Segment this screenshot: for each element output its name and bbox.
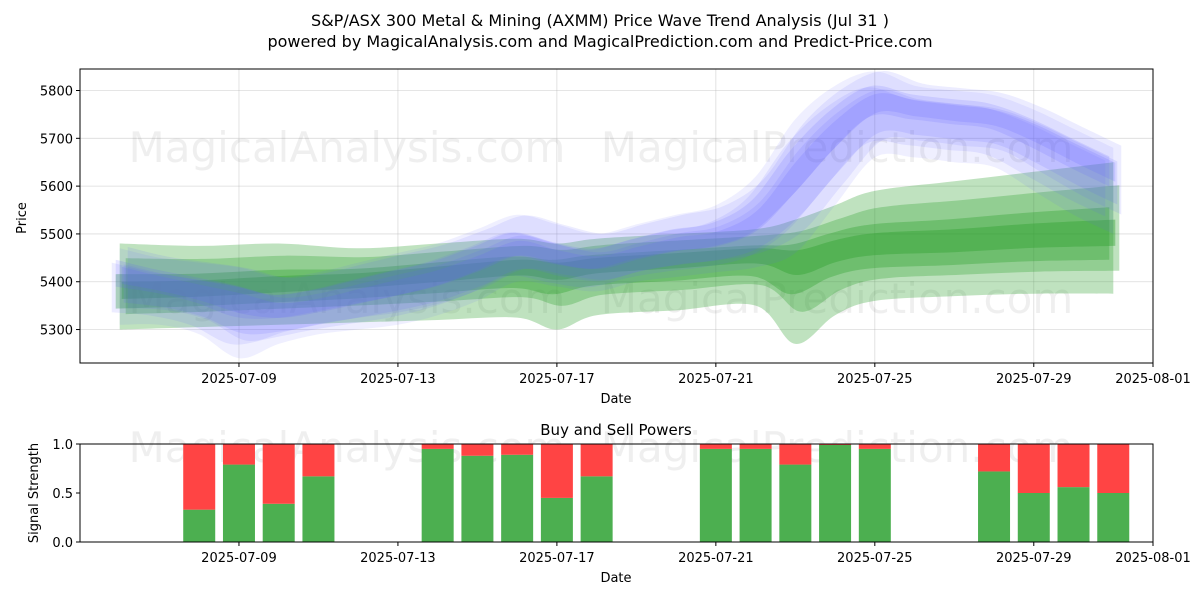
sell-power-bar — [262, 444, 295, 504]
sell-power-bar — [421, 444, 454, 449]
watermark-prediction-bottom: MagicalPrediction.com — [601, 274, 1074, 323]
price-y-tick-label: 5500 — [40, 228, 73, 243]
buy-power-bar — [222, 464, 255, 542]
signal-x-axis-label: Date — [600, 571, 631, 586]
green-trend-band — [121, 219, 1116, 299]
price-x-tick-label: 2025-07-17 — [519, 372, 595, 387]
signal-x-tick-label: 2025-07-29 — [996, 551, 1072, 566]
price-x-tick-label: 2025-07-13 — [360, 372, 436, 387]
signal-x-tick-label: 2025-07-17 — [519, 551, 595, 566]
green-trend-band — [115, 207, 1110, 309]
buy-power-bar — [183, 509, 216, 542]
signal-chart-title: Buy and Sell Powers — [540, 421, 692, 439]
price-plot-area — [80, 69, 1153, 363]
buy-power-bar — [421, 448, 454, 542]
signal-x-tick-label: 2025-07-09 — [201, 551, 277, 566]
buy-power-bar — [540, 497, 573, 542]
watermark-analysis-top: MagicalAnalysis.com — [129, 123, 566, 172]
price-chart: MagicalAnalysis.com MagicalPrediction.co… — [15, 68, 1191, 407]
sell-power-bar — [1017, 444, 1050, 493]
sell-power-bar — [540, 444, 573, 498]
signal-x-tick-label: 2025-08-01 — [1115, 551, 1191, 566]
green-trend-band — [119, 162, 1114, 344]
sell-power-bar — [1097, 444, 1130, 493]
price-x-axis-label: Date — [600, 392, 631, 407]
signal-x-tick-label: 2025-07-13 — [360, 551, 436, 566]
buy-power-bar — [699, 448, 732, 542]
blue-wave-band — [115, 85, 1110, 319]
figure-title: S&P/ASX 300 Metal & Mining (AXMM) Price … — [311, 11, 889, 30]
price-grid — [80, 69, 1154, 363]
sell-power-bar — [699, 444, 732, 449]
buy-power-bar — [1097, 493, 1130, 542]
price-y-tick-label: 5600 — [40, 180, 73, 195]
buy-power-bar — [739, 448, 772, 542]
buy-power-bar — [858, 448, 891, 542]
price-plot-frame — [79, 68, 1154, 364]
price-y-tick-label: 5800 — [40, 85, 73, 100]
figure-subtitle: powered by MagicalAnalysis.com and Magic… — [267, 32, 932, 51]
sell-power-bar — [858, 444, 891, 449]
watermark-prediction-top: MagicalPrediction.com — [601, 123, 1074, 172]
price-x-tick-label: 2025-07-25 — [837, 372, 913, 387]
buy-power-bar — [461, 455, 494, 542]
sell-power-bar — [739, 444, 772, 449]
price-x-ticks: 2025-07-09 2025-07-13 2025-07-17 2025-07-21… — [201, 363, 1191, 387]
price-y-tick-label: 5300 — [40, 324, 73, 339]
signal-y-tick-label: 0.0 — [52, 536, 73, 551]
blue-wave-band — [127, 71, 1122, 342]
signal-x-tick-label: 2025-07-21 — [678, 551, 754, 566]
sell-power-bar — [978, 444, 1011, 472]
blue-wave-band — [119, 71, 1114, 359]
price-y-tick-label: 5700 — [40, 132, 73, 147]
price-y-tick-label: 5400 — [40, 276, 73, 291]
signal-x-ticks: 2025-07-09 2025-07-13 2025-07-17 2025-07-21… — [201, 542, 1191, 566]
buy-power-bar — [302, 476, 335, 542]
signal-y-ticks: 0.0 0.5 1.0 — [52, 438, 80, 551]
buy-power-bar — [819, 444, 852, 542]
price-x-tick-label: 2025-07-29 — [996, 372, 1072, 387]
signal-plot-area — [80, 444, 1153, 542]
signal-y-tick-label: 0.5 — [52, 487, 73, 502]
price-x-tick-label: 2025-07-09 — [201, 372, 277, 387]
price-y-axis-label: Price — [15, 202, 30, 234]
buy-power-bar — [978, 471, 1011, 542]
price-bands — [111, 71, 1122, 359]
buy-power-bar — [1057, 487, 1090, 542]
buy-power-bar — [501, 454, 534, 542]
price-y-ticks: 5300 5400 5500 5600 5700 5800 — [40, 85, 80, 339]
sell-power-bar — [461, 444, 494, 456]
sell-power-bar — [1057, 444, 1090, 488]
buy-power-bar — [779, 464, 812, 542]
sell-power-bar — [501, 444, 534, 455]
sell-power-bar — [183, 444, 216, 510]
price-watermarks: MagicalAnalysis.com MagicalPrediction.co… — [129, 123, 1074, 323]
signal-x-tick-label: 2025-07-25 — [837, 551, 913, 566]
signal-chart: Buy and Sell Powers MagicalAnalysis.com … — [27, 421, 1191, 586]
buy-power-bar — [1017, 493, 1050, 542]
sell-power-bar — [302, 444, 335, 477]
signal-y-axis-label: Signal Strength — [27, 443, 42, 543]
watermark-analysis-bottom: MagicalAnalysis.com — [129, 274, 566, 323]
signal-bars — [183, 444, 1130, 542]
blue-wave-band — [111, 87, 1106, 345]
sell-power-bar — [580, 444, 613, 477]
signal-y-tick-label: 1.0 — [52, 438, 73, 453]
green-trend-band — [125, 185, 1120, 315]
blue-wave-band — [123, 89, 1118, 335]
sell-power-bar — [779, 444, 812, 465]
blue-wave-band — [121, 93, 1116, 318]
sell-power-bar — [222, 444, 255, 465]
price-x-tick-label: 2025-07-21 — [678, 372, 754, 387]
buy-power-bar — [580, 476, 613, 542]
price-x-tick-label: 2025-08-01 — [1115, 372, 1191, 387]
buy-power-bar — [262, 503, 295, 542]
